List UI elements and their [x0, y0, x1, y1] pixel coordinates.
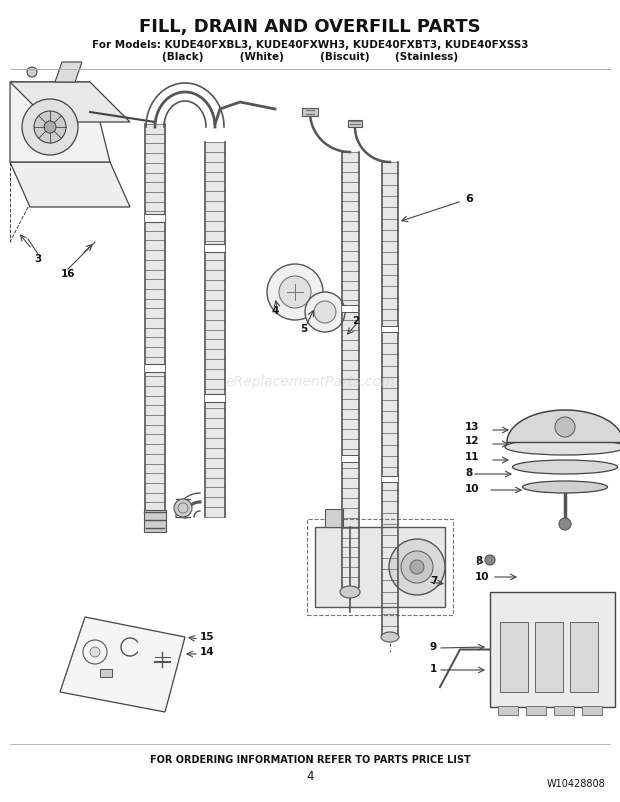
- Bar: [498, 706, 518, 715]
- Circle shape: [267, 264, 323, 320]
- Bar: [526, 706, 546, 715]
- Circle shape: [27, 67, 37, 77]
- Bar: [382, 326, 398, 332]
- Circle shape: [389, 539, 445, 595]
- Bar: [554, 706, 574, 715]
- Polygon shape: [55, 62, 82, 82]
- Bar: [382, 162, 398, 637]
- Polygon shape: [60, 617, 185, 712]
- Circle shape: [485, 555, 495, 565]
- Circle shape: [279, 276, 311, 308]
- Circle shape: [90, 647, 100, 657]
- Bar: [315, 527, 445, 607]
- Bar: [342, 305, 358, 312]
- Circle shape: [22, 99, 78, 155]
- Circle shape: [174, 499, 192, 517]
- Text: 6: 6: [465, 194, 473, 204]
- Text: 13: 13: [465, 422, 479, 432]
- Text: 7: 7: [430, 576, 437, 586]
- Bar: [490, 592, 615, 707]
- Bar: [145, 214, 165, 222]
- Text: 15: 15: [200, 632, 215, 642]
- Text: (Black)          (White)          (Biscuit)       (Stainless): (Black) (White) (Biscuit) (Stainless): [162, 52, 458, 62]
- Text: 3: 3: [34, 254, 42, 264]
- Bar: [205, 394, 225, 402]
- Text: eReplacementParts.com: eReplacementParts.com: [225, 375, 395, 389]
- Bar: [570, 622, 598, 692]
- Circle shape: [314, 301, 336, 323]
- Text: 10: 10: [465, 484, 479, 494]
- Ellipse shape: [381, 632, 399, 642]
- Text: For Models: KUDE40FXBL3, KUDE40FXWH3, KUDE40FXBT3, KUDE40FXSS3: For Models: KUDE40FXBL3, KUDE40FXWH3, KU…: [92, 40, 528, 50]
- Polygon shape: [10, 82, 130, 122]
- Polygon shape: [10, 162, 130, 207]
- Circle shape: [410, 560, 424, 574]
- Bar: [342, 455, 358, 462]
- Bar: [145, 364, 165, 372]
- Bar: [500, 622, 528, 692]
- Circle shape: [559, 518, 571, 530]
- Bar: [100, 669, 112, 677]
- Text: 4: 4: [306, 771, 314, 784]
- Circle shape: [401, 551, 433, 583]
- Polygon shape: [507, 410, 620, 442]
- Bar: [144, 510, 166, 532]
- Text: 14: 14: [200, 647, 215, 657]
- Bar: [302, 108, 318, 116]
- Ellipse shape: [523, 481, 608, 493]
- Text: FOR ORDERING INFORMATION REFER TO PARTS PRICE LIST: FOR ORDERING INFORMATION REFER TO PARTS …: [149, 755, 471, 765]
- Text: 16: 16: [61, 269, 75, 279]
- Circle shape: [44, 121, 56, 133]
- Text: 9: 9: [430, 642, 437, 652]
- Text: 8: 8: [465, 468, 472, 478]
- Bar: [382, 476, 398, 482]
- Bar: [348, 120, 362, 127]
- Text: 10: 10: [475, 572, 490, 582]
- Text: W10428808: W10428808: [546, 779, 605, 789]
- Bar: [582, 706, 602, 715]
- Text: 8: 8: [475, 556, 482, 566]
- Text: 12: 12: [465, 436, 479, 446]
- Bar: [307, 519, 453, 615]
- Ellipse shape: [513, 460, 618, 474]
- Text: FILL, DRAIN AND OVERFILL PARTS: FILL, DRAIN AND OVERFILL PARTS: [139, 18, 481, 36]
- Bar: [205, 142, 225, 517]
- Ellipse shape: [340, 586, 360, 598]
- Bar: [325, 509, 343, 527]
- Bar: [342, 152, 358, 587]
- Text: 1: 1: [430, 664, 437, 674]
- Circle shape: [555, 417, 575, 437]
- Text: 2: 2: [352, 316, 359, 326]
- Bar: [145, 124, 165, 512]
- Bar: [535, 622, 563, 692]
- Circle shape: [305, 292, 345, 332]
- Bar: [205, 244, 225, 252]
- Text: 11: 11: [465, 452, 479, 462]
- Text: 5: 5: [300, 324, 308, 334]
- Text: 4: 4: [272, 306, 280, 316]
- Circle shape: [34, 111, 66, 143]
- Polygon shape: [10, 82, 110, 162]
- Ellipse shape: [505, 439, 620, 455]
